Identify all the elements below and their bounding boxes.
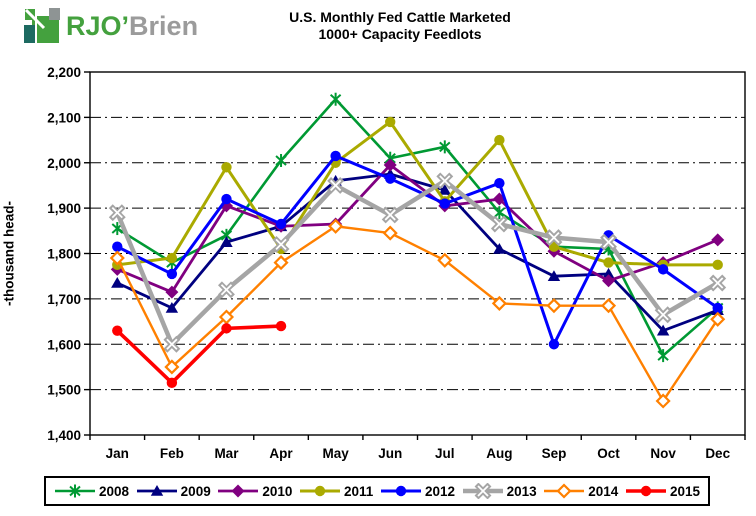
chart-legend: 2008 2009 2010 2011 2012 2013 2014 2015 (44, 476, 710, 506)
legend-label-2009: 2009 (180, 483, 211, 499)
legend-marker-2013 (462, 483, 503, 499)
legend-label-2014: 2014 (588, 483, 619, 499)
rjobrien-logo: RJO’Brien (24, 6, 198, 46)
logo-text-gray: Brien (129, 11, 199, 41)
logo-teal-square (24, 25, 36, 43)
legend-marker-2008 (55, 484, 95, 498)
x-label-Mar: Mar (214, 446, 239, 461)
legend-entry-2010: 2010 (217, 483, 292, 499)
legend-entry-2008: 2008 (54, 483, 129, 499)
legend-label-2015: 2015 (669, 483, 700, 499)
x-label-Dec: Dec (705, 446, 730, 461)
legend-label-2008: 2008 (99, 483, 130, 499)
x-label-Sep: Sep (542, 446, 567, 461)
chart-title: U.S. Monthly Fed Cattle Marketed 1000+ C… (44, 9, 756, 43)
series-2012 (112, 150, 723, 350)
series-line-2014 (116, 225, 719, 404)
legend-marker-2015 (625, 485, 666, 497)
series-2015 (112, 320, 287, 389)
y-tick-label: 1,700 (47, 292, 81, 307)
legend-entry-2009: 2009 (136, 483, 211, 499)
series-line-2015 (116, 324, 282, 386)
series-line-2011 (117, 119, 718, 267)
legend-marker-2011 (300, 485, 341, 497)
logo-apostrophe: ’ (121, 11, 130, 41)
legend-label-2013: 2013 (506, 483, 537, 499)
logo-text-green: RJO (66, 11, 122, 41)
series-line-2010 (116, 163, 719, 294)
line-chart: 1,400 1,500 1,600 1,700 1,800 1,900 2,000 2,100… (47, 65, 746, 461)
series-line-2012 (116, 154, 719, 349)
series-2008 (111, 92, 724, 363)
y-tick-label: 1,400 (47, 428, 81, 443)
series-2011 (112, 116, 723, 271)
y-tick-label: 2,000 (47, 156, 81, 171)
legend-label-2010: 2010 (262, 483, 293, 499)
legend-marker-2014 (544, 483, 585, 499)
y-tick-label: 1,900 (47, 201, 81, 216)
series-2014 (109, 218, 726, 409)
chart-title-line2: 1000+ Capacity Feedlots (318, 26, 482, 42)
legend-entry-2013: 2013 (462, 483, 537, 499)
series-2010 (110, 158, 725, 299)
legend-entry-2011: 2011 (299, 483, 373, 499)
x-label-Nov: Nov (650, 446, 676, 461)
y-tick-label: 2,200 (47, 65, 81, 80)
rjobrien-logo-text: RJO’Brien (66, 6, 198, 46)
x-label-Jul: Jul (435, 446, 455, 461)
legend-entry-2014: 2014 (543, 483, 618, 499)
series-2013 (108, 172, 727, 353)
y-tick-label: 2,100 (47, 110, 81, 125)
rjobrien-logo-icon (24, 8, 60, 44)
x-label-Aug: Aug (486, 446, 512, 461)
legend-entry-2015: 2015 (625, 483, 700, 499)
legend-marker-2009 (136, 485, 177, 496)
series-line-2013 (115, 178, 719, 349)
legend-label-2012: 2012 (424, 483, 455, 499)
series-line-2009 (116, 172, 719, 333)
series-line-2008 (116, 97, 719, 358)
x-label-Jun: Jun (378, 446, 402, 461)
x-label-May: May (322, 446, 349, 461)
y-tick-label: 1,800 (47, 247, 81, 262)
chart-title-line1: U.S. Monthly Fed Cattle Marketed (289, 9, 511, 25)
y-tick-label: 1,600 (47, 337, 81, 352)
x-label-Jan: Jan (106, 446, 129, 461)
legend-label-2011: 2011 (344, 483, 374, 499)
legend-marker-2012 (380, 485, 421, 497)
x-label-Feb: Feb (160, 446, 184, 461)
legend-marker-2010 (218, 484, 259, 498)
x-label-Oct: Oct (597, 446, 620, 461)
y-tick-label: 1,500 (47, 383, 81, 398)
legend-entry-2012: 2012 (380, 483, 455, 499)
x-label-Apr: Apr (269, 446, 293, 461)
logo-gray-square (49, 8, 60, 20)
